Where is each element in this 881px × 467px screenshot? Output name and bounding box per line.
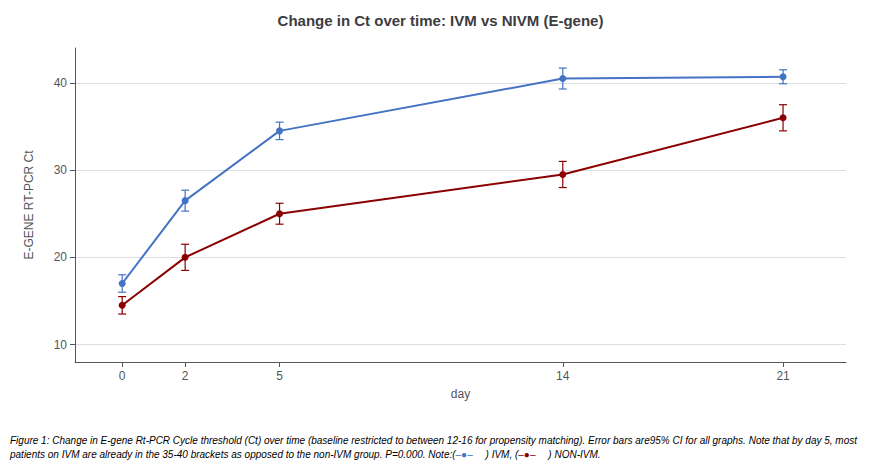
svg-text:20: 20 [54, 250, 68, 264]
svg-text:5: 5 [276, 369, 283, 383]
svg-text:30: 30 [54, 163, 68, 177]
svg-text:day: day [451, 387, 470, 401]
svg-text:14: 14 [556, 369, 570, 383]
svg-text:Figure 1: Change in E-gene Rt-: Figure 1: Change in E-gene Rt-PCR Cycle … [10, 435, 650, 446]
svg-text:–●–: –●– [518, 449, 536, 460]
svg-text:–●–: –●– [456, 449, 474, 460]
svg-text:40: 40 [54, 76, 68, 90]
svg-text:patients on IVM are already in: patients on IVM are already in the 35-40… [9, 449, 452, 460]
svg-text:E-GENE RT-PCR Ct: E-GENE RT-PCR Ct [22, 150, 36, 260]
svg-text:) NON-IVM.: ) NON-IVM. [547, 449, 600, 460]
svg-text:21: 21 [776, 369, 790, 383]
svg-text:2: 2 [182, 369, 189, 383]
svg-text:10: 10 [54, 338, 68, 352]
svg-text:95% CI for all graphs. Note th: 95% CI for all graphs. Note that by day … [650, 435, 860, 446]
svg-text:0: 0 [119, 369, 126, 383]
svg-text:Change in Ct over time: IVM vs: Change in Ct over time: IVM vs NIVM (E-g… [278, 12, 604, 29]
svg-text:) IVM, (: ) IVM, ( [485, 449, 520, 460]
